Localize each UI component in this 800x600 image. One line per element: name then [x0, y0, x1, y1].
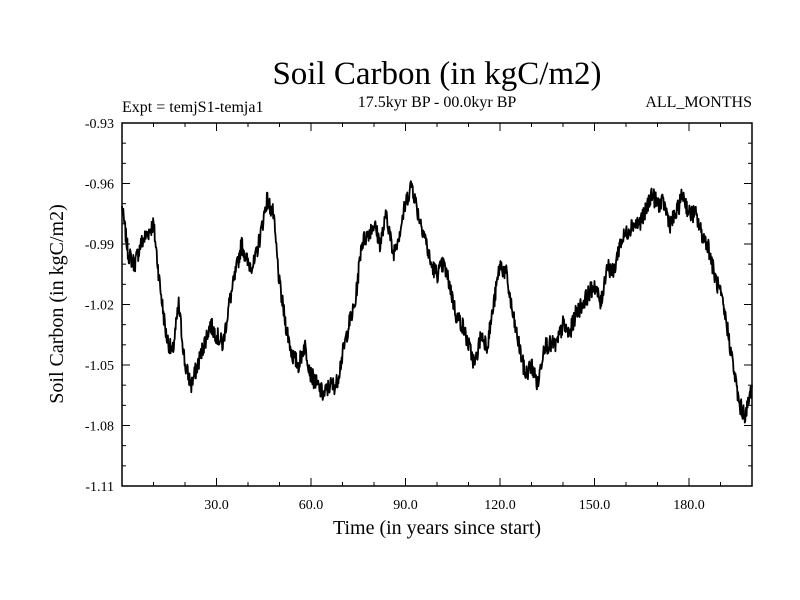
x-tick-label: 120.0	[484, 498, 516, 513]
chart-title: Soil Carbon (in kgC/m2)	[272, 56, 601, 92]
experiment-label: Expt = temjS1-temja1	[122, 99, 263, 116]
y-tick-label: -1.05	[85, 359, 114, 374]
x-tick-label: 30.0	[204, 498, 229, 513]
y-tick-label: -1.02	[85, 299, 114, 314]
y-tick-label: -1.08	[85, 420, 114, 435]
x-tick-label: 150.0	[579, 498, 611, 513]
series-line	[121, 180, 753, 424]
y-tick-label: -0.93	[85, 117, 114, 132]
x-axis-label: Time (in years since start)	[333, 517, 541, 539]
y-axis: -0.93 -0.96 -0.99 -1.02 -1.05 -1.08 -1.11	[85, 117, 752, 495]
y-tick-label: -0.96	[85, 178, 114, 193]
time-range-label: 17.5kyr BP - 00.0kyr BP	[358, 94, 517, 111]
x-axis: 30.0 60.0 90.0 120.0 150.0 180.0	[153, 123, 721, 513]
x-tick-label: 90.0	[393, 498, 418, 513]
y-tick-label: -0.99	[85, 238, 114, 253]
y-tick-label: -1.11	[85, 480, 114, 495]
months-label: ALL_MONTHS	[645, 94, 752, 111]
y-axis-label: Soil Carbon (in kgC/m2)	[46, 204, 68, 403]
x-tick-label: 60.0	[299, 498, 324, 513]
plot-frame	[121, 122, 753, 487]
x-tick-label: 180.0	[673, 498, 705, 513]
